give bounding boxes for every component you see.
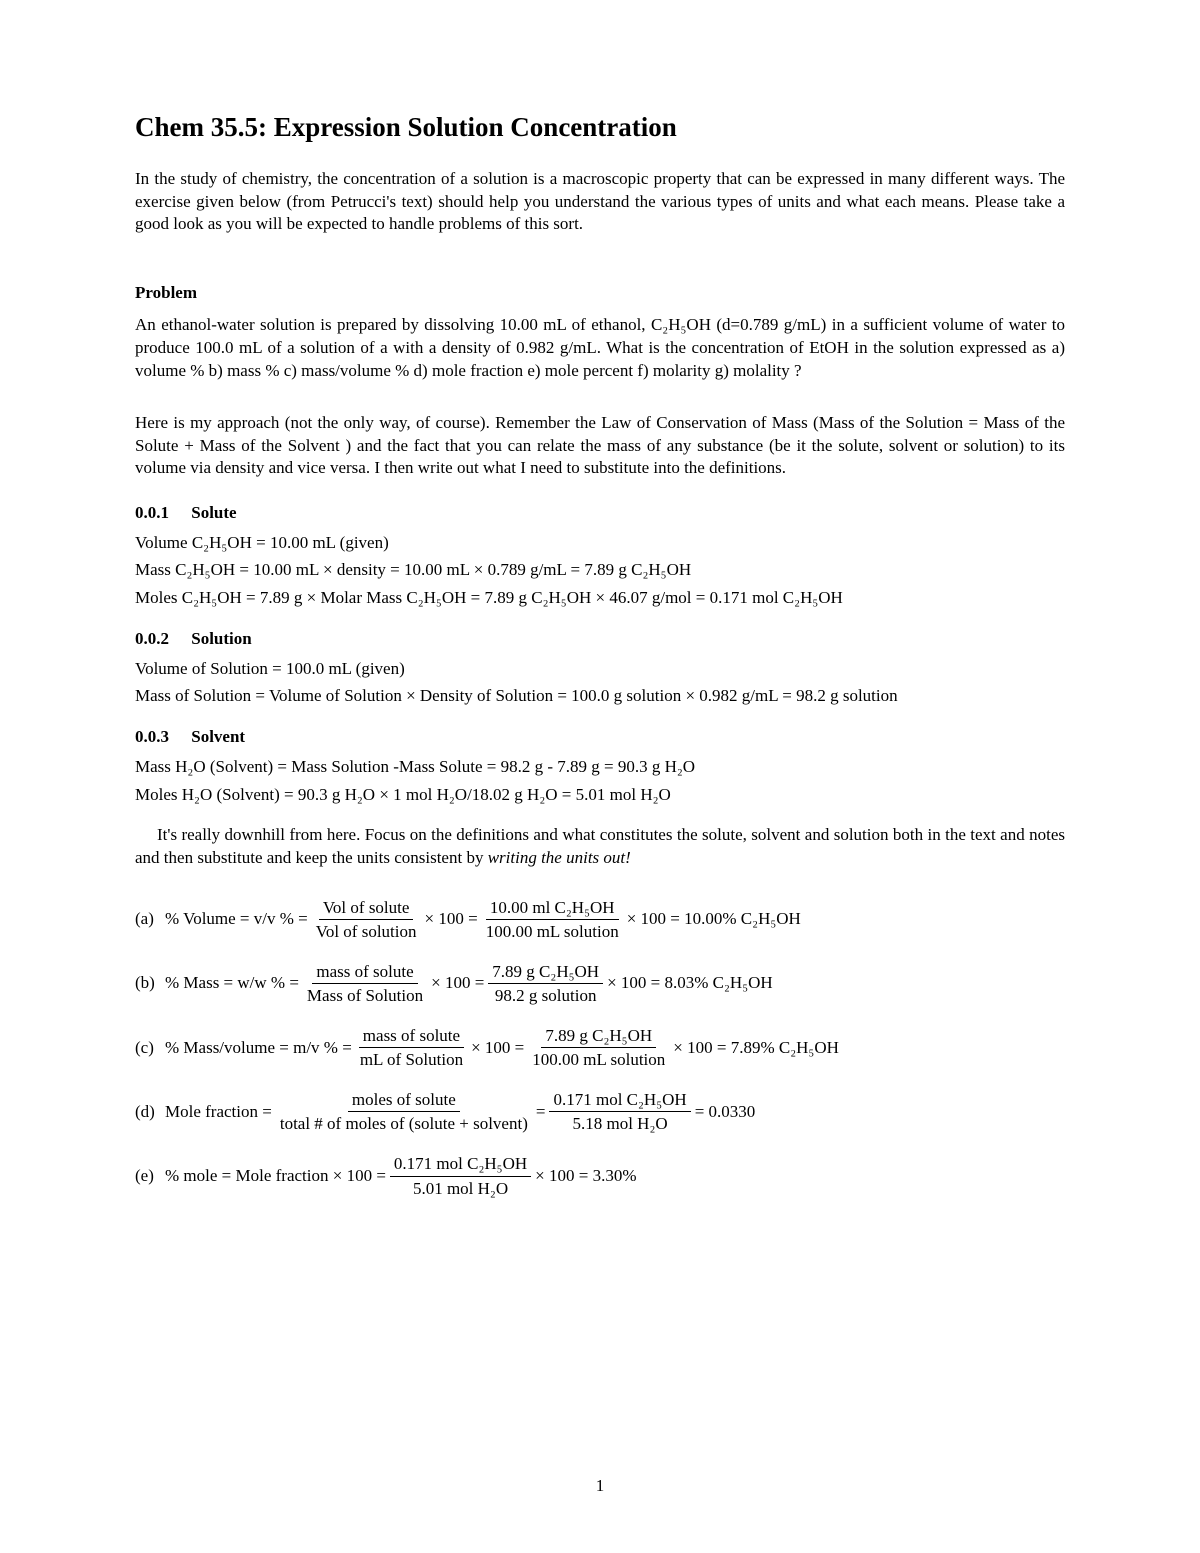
solution-title: Solution [191,629,251,648]
eq-c-frac1-den: mL of Solution [356,1048,467,1070]
solute-line-1: Volume C₂H₅OH = 10.00 mL (given) [135,531,1065,555]
equation-e: (e) % mole = Mole fraction × 100 = 0.171… [135,1154,1065,1198]
eq-a-frac2: 10.00 ml C₂H₅OH 100.00 mL solution [482,898,623,942]
intro-paragraph: In the study of chemistry, the concentra… [135,168,1065,236]
eq-b-lead: % Mass = w/w % = [165,972,299,995]
eq-b-frac1: mass of solute Mass of Solution [303,962,427,1006]
eq-c-frac2-num: 7.89 g C₂H₅OH [541,1026,656,1049]
eq-b-frac2-num: 7.89 g C₂H₅OH [488,962,603,985]
eq-a-tail: × 100 = 10.00% C₂H₅OH [627,908,801,931]
eq-d-frac2-den: 5.18 mol H₂O [568,1112,671,1134]
equation-d: (d) Mole fraction = moles of solute tota… [135,1090,1065,1134]
eq-a-lead: % Volume = v/v % = [165,908,308,931]
solute-number: 0.0.1 [135,503,169,522]
eq-b-frac1-num: mass of solute [312,962,417,985]
eq-a-frac2-den: 100.00 mL solution [482,920,623,942]
eq-a-mid: × 100 = [425,908,478,931]
solvent-title: Solvent [191,727,245,746]
eq-c-tail: × 100 = 7.89% C₂H₅OH [673,1037,839,1060]
eq-d-frac1-num: moles of solute [348,1090,460,1113]
eq-e-label: (e) [135,1165,165,1188]
eq-d-frac1-den: total # of moles of (solute + solvent) [276,1112,532,1134]
eq-a-frac1: Vol of solute Vol of solution [312,898,421,942]
eq-a-body: % Volume = v/v % = Vol of solute Vol of … [165,898,801,942]
transition-paragraph: It's really downhill from here. Focus on… [135,824,1065,869]
eq-c-frac2-den: 100.00 mL solution [528,1048,669,1070]
solvent-number: 0.0.3 [135,727,169,746]
eq-a-frac1-den: Vol of solution [312,920,421,942]
eq-e-lead: % mole = Mole fraction × 100 = [165,1165,386,1188]
solution-number: 0.0.2 [135,629,169,648]
solute-line-2: Mass C₂H₅OH = 10.00 mL × density = 10.00… [135,558,1065,582]
eq-d-label: (d) [135,1101,165,1124]
eq-e-tail: × 100 = 3.30% [535,1165,636,1188]
eq-c-mid: × 100 = [471,1037,524,1060]
eq-e-frac1: 0.171 mol C₂H₅OH 5.01 mol H₂O [390,1154,531,1198]
eq-d-frac1: moles of solute total # of moles of (sol… [276,1090,532,1134]
problem-text: An ethanol-water solution is prepared by… [135,314,1065,382]
document-page: Chem 35.5: Expression Solution Concentra… [0,0,1200,1553]
solution-heading: 0.0.2 Solution [135,628,1065,651]
solution-line-1: Volume of Solution = 100.0 mL (given) [135,657,1065,681]
eq-b-frac1-den: Mass of Solution [303,984,427,1006]
eq-c-frac1-num: mass of solute [359,1026,464,1049]
eq-e-body: % mole = Mole fraction × 100 = 0.171 mol… [165,1154,637,1198]
page-title: Chem 35.5: Expression Solution Concentra… [135,110,1065,146]
eq-d-frac2: 0.171 mol C₂H₅OH 5.18 mol H₂O [549,1090,690,1134]
solvent-line-1: Mass H₂O (Solvent) = Mass Solution -Mass… [135,755,1065,779]
eq-d-mid: = [536,1101,546,1124]
eq-c-label: (c) [135,1037,165,1060]
page-number: 1 [0,1475,1200,1498]
approach-text: Here is my approach (not the only way, o… [135,412,1065,480]
eq-a-label: (a) [135,908,165,931]
solvent-heading: 0.0.3 Solvent [135,726,1065,749]
eq-c-frac2: 7.89 g C₂H₅OH 100.00 mL solution [528,1026,669,1070]
eq-d-tail: = 0.0330 [695,1101,756,1124]
eq-b-frac2: 7.89 g C₂H₅OH 98.2 g solution [488,962,603,1006]
eq-d-frac2-num: 0.171 mol C₂H₅OH [549,1090,690,1113]
eq-b-body: % Mass = w/w % = mass of solute Mass of … [165,962,773,1006]
solute-line-3: Moles C₂H₅OH = 7.89 g × Molar Mass C₂H₅O… [135,586,1065,610]
eq-c-lead: % Mass/volume = m/v % = [165,1037,352,1060]
solvent-line-2: Moles H₂O (Solvent) = 90.3 g H₂O × 1 mol… [135,783,1065,807]
solution-line-2: Mass of Solution = Volume of Solution × … [135,684,1065,708]
eq-e-frac1-den: 5.01 mol H₂O [409,1177,512,1199]
equation-b: (b) % Mass = w/w % = mass of solute Mass… [135,962,1065,1006]
eq-b-label: (b) [135,972,165,995]
eq-e-frac1-num: 0.171 mol C₂H₅OH [390,1154,531,1177]
eq-b-mid: × 100 = [431,972,484,995]
problem-heading: Problem [135,282,1065,305]
solute-heading: 0.0.1 Solute [135,502,1065,525]
transition-italic: writing the units out! [488,848,631,867]
eq-d-lead: Mole fraction = [165,1101,272,1124]
eq-c-frac1: mass of solute mL of Solution [356,1026,467,1070]
solute-title: Solute [191,503,236,522]
equation-c: (c) % Mass/volume = m/v % = mass of solu… [135,1026,1065,1070]
equation-a: (a) % Volume = v/v % = Vol of solute Vol… [135,898,1065,942]
eq-c-body: % Mass/volume = m/v % = mass of solute m… [165,1026,839,1070]
eq-a-frac2-num: 10.00 ml C₂H₅OH [486,898,619,921]
eq-a-frac1-num: Vol of solute [319,898,414,921]
eq-b-frac2-den: 98.2 g solution [491,984,601,1006]
eq-d-body: Mole fraction = moles of solute total # … [165,1090,755,1134]
eq-b-tail: × 100 = 8.03% C₂H₅OH [607,972,773,995]
